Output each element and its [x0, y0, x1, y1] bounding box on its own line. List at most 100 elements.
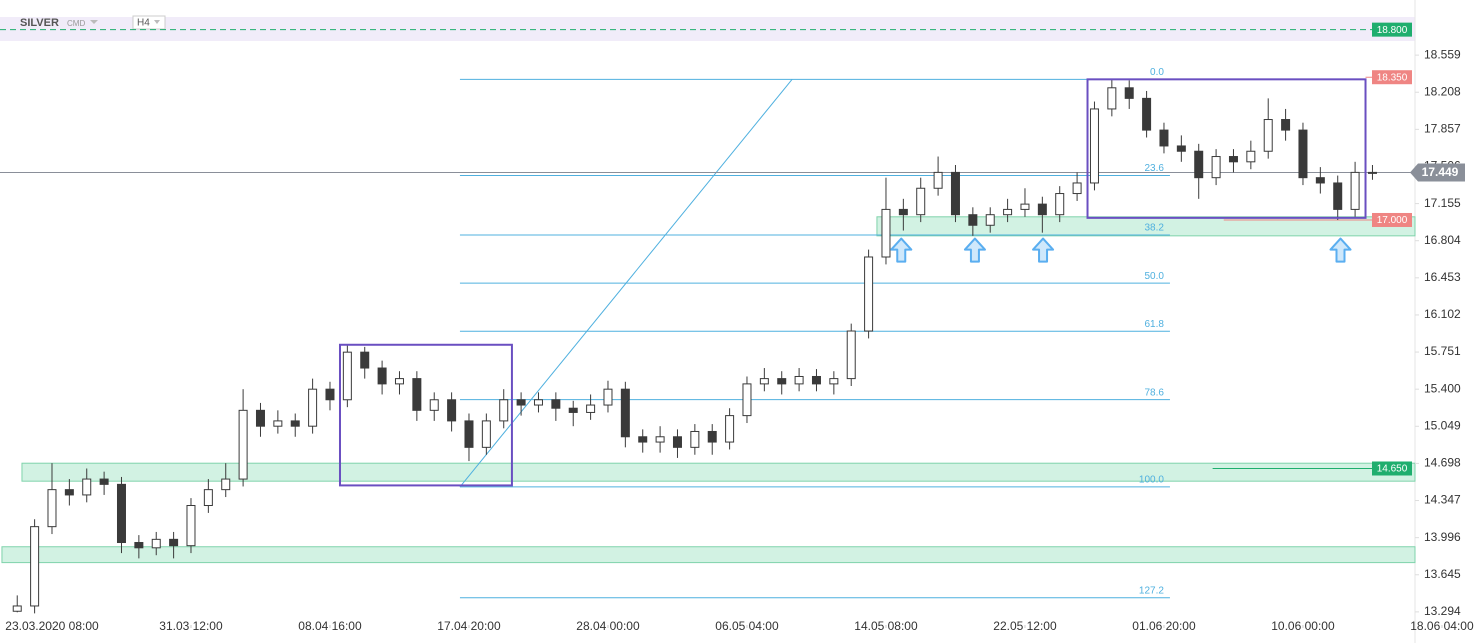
- candle-body: [186, 505, 196, 547]
- y-tick-label: 16.453: [1424, 270, 1461, 284]
- candle-body: [725, 415, 735, 443]
- candle-body: [864, 256, 874, 332]
- candle-body: [499, 399, 509, 422]
- support-arrow: [963, 237, 986, 263]
- candle-body: [481, 420, 491, 448]
- candle-body: [1228, 156, 1238, 163]
- candle-body: [672, 436, 682, 448]
- candle-body: [950, 171, 960, 216]
- candle-body: [47, 489, 57, 528]
- y-tick-label: 13.645: [1424, 567, 1461, 581]
- candle-body: [82, 478, 92, 496]
- candle-body: [829, 378, 839, 385]
- candle-body: [134, 542, 144, 549]
- candle-body: [985, 214, 995, 226]
- candle-body: [551, 399, 561, 409]
- x-tick-label: 18.06 04:00: [1410, 619, 1474, 633]
- fib-label: 100.0: [1139, 475, 1164, 486]
- candle-body: [12, 605, 22, 612]
- x-tick-label: 14.05 08:00: [854, 619, 918, 633]
- candle-body: [759, 378, 769, 385]
- y-tick-label: 15.400: [1424, 381, 1461, 395]
- candle-body: [360, 351, 370, 369]
- candle-body: [620, 388, 630, 438]
- candle-body: [238, 409, 248, 480]
- candle-body: [1020, 203, 1030, 210]
- y-tick-label: 15.049: [1424, 418, 1461, 432]
- candle-body: [290, 420, 300, 427]
- fib-label: 127.2: [1139, 585, 1164, 596]
- candle-body: [1055, 193, 1065, 216]
- support-zone: [21, 462, 1416, 482]
- candle-body: [325, 388, 335, 401]
- x-tick-label: 28.04 00:00: [576, 619, 640, 633]
- candle-body: [1315, 177, 1325, 184]
- interval-box[interactable]: [132, 15, 166, 30]
- candle-body: [151, 538, 161, 549]
- candle-body: [273, 420, 283, 427]
- candle-body: [794, 375, 804, 385]
- interval-dropdown[interactable]: [154, 20, 160, 24]
- price-badge-label: 17.000: [1377, 215, 1408, 226]
- candle-body: [1281, 119, 1291, 131]
- candle-body: [1194, 150, 1204, 179]
- candle-body: [516, 399, 526, 406]
- y-tick-label: 13.294: [1424, 604, 1461, 618]
- x-tick-label: 17.04 20:00: [437, 619, 501, 633]
- candle-body: [116, 483, 126, 544]
- x-tick-label: 08.04 16:00: [298, 619, 362, 633]
- candle-body: [811, 375, 821, 385]
- price-badge: [1372, 212, 1412, 227]
- candle-body: [1350, 171, 1360, 210]
- candle-body: [394, 378, 404, 385]
- candle-body: [169, 538, 179, 547]
- fib-label: 0.0: [1150, 67, 1164, 78]
- y-tick-label: 17.155: [1424, 196, 1461, 210]
- support-zone: [1, 546, 1416, 564]
- candle-body: [742, 383, 752, 417]
- x-tick-label: 01.06 20:00: [1132, 619, 1196, 633]
- market-dropdown[interactable]: [90, 20, 98, 24]
- fib-label: 61.8: [1144, 319, 1164, 330]
- candle-body: [1298, 129, 1308, 179]
- support-zone: [876, 216, 1416, 237]
- x-tick-label: 10.06 00:00: [1271, 619, 1335, 633]
- candle-body: [1107, 87, 1117, 110]
- candle-body: [690, 430, 700, 448]
- candle-body: [99, 478, 109, 485]
- x-tick-label: 22.05 12:00: [993, 619, 1057, 633]
- candle-body: [1333, 182, 1343, 210]
- candle-body: [1089, 108, 1099, 184]
- candle-body: [447, 399, 457, 422]
- candle-body: [638, 436, 648, 443]
- candle-body: [1263, 119, 1273, 152]
- candle-body: [916, 187, 926, 216]
- fib-label: 50.0: [1144, 271, 1164, 282]
- y-tick-label: 18.559: [1424, 47, 1461, 61]
- candle-body: [707, 430, 717, 443]
- candle-body: [881, 208, 891, 258]
- candle-body: [898, 208, 908, 216]
- candle-body: [777, 378, 787, 385]
- current-price-badge: [1410, 163, 1465, 182]
- market[interactable]: CMD: [67, 19, 85, 28]
- candle-body: [1159, 129, 1169, 147]
- candle-body: [308, 388, 318, 427]
- candle-body: [255, 409, 265, 427]
- candle-body: [221, 478, 231, 491]
- y-tick-label: 16.804: [1424, 233, 1461, 247]
- candle-body: [342, 351, 352, 401]
- price-badge: [1372, 70, 1412, 85]
- x-tick-label: 06.05 04:00: [715, 619, 779, 633]
- candle-body: [655, 436, 665, 443]
- x-tick-label: 31.03 12:00: [159, 619, 223, 633]
- interval[interactable]: H4: [137, 18, 150, 29]
- candle-body: [1037, 203, 1047, 216]
- y-tick-label: 14.347: [1424, 493, 1461, 507]
- candle-body: [586, 404, 596, 413]
- candle-body: [568, 407, 578, 413]
- price-badge-label: 14.650: [1377, 464, 1408, 475]
- trendline: [459, 79, 793, 488]
- current-price-label: 17.449: [1422, 165, 1459, 179]
